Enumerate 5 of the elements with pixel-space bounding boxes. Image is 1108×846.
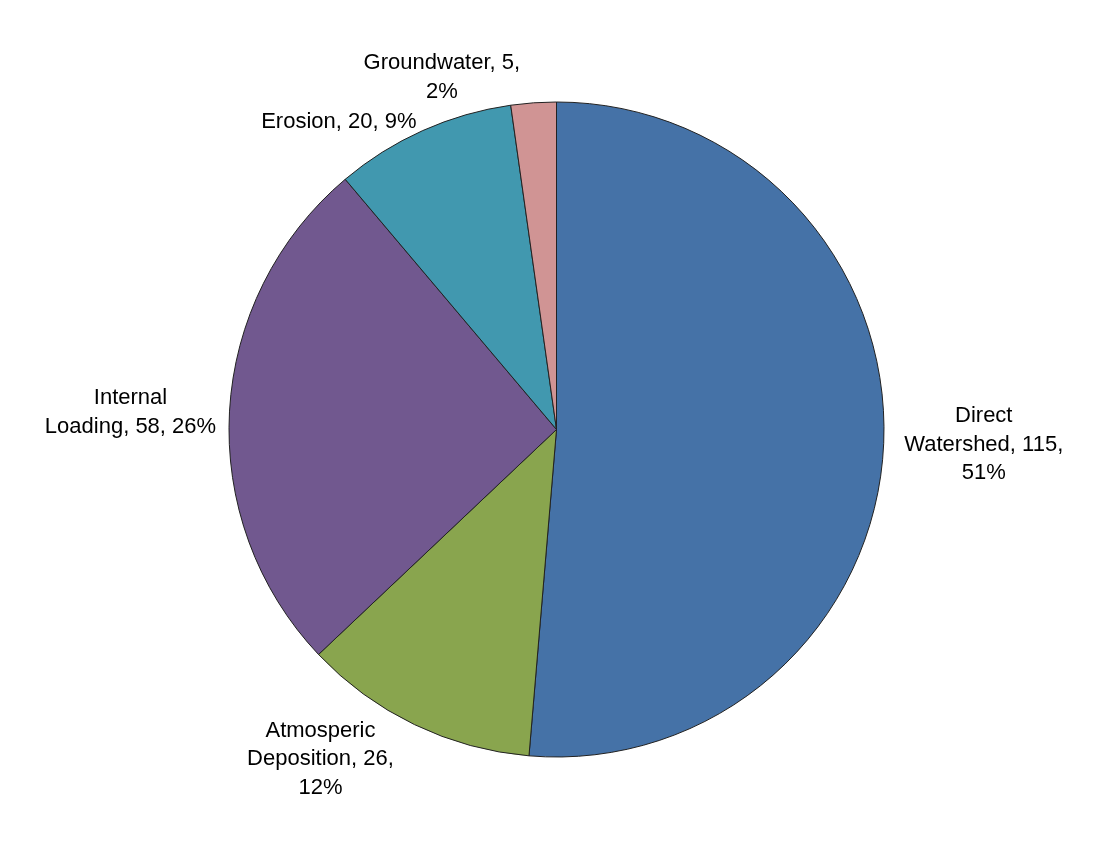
slice-label: Erosion, 20, 9%	[261, 107, 417, 133]
slice-label: Internal Loading, 58, 26%	[44, 384, 217, 438]
slice-label: Atmosperic Deposition, 26, 12%	[247, 716, 394, 800]
slice-label: Groundwater, 5, 2%	[363, 49, 521, 103]
slice-label: Direct Watershed, 115, 51%	[904, 402, 1064, 485]
